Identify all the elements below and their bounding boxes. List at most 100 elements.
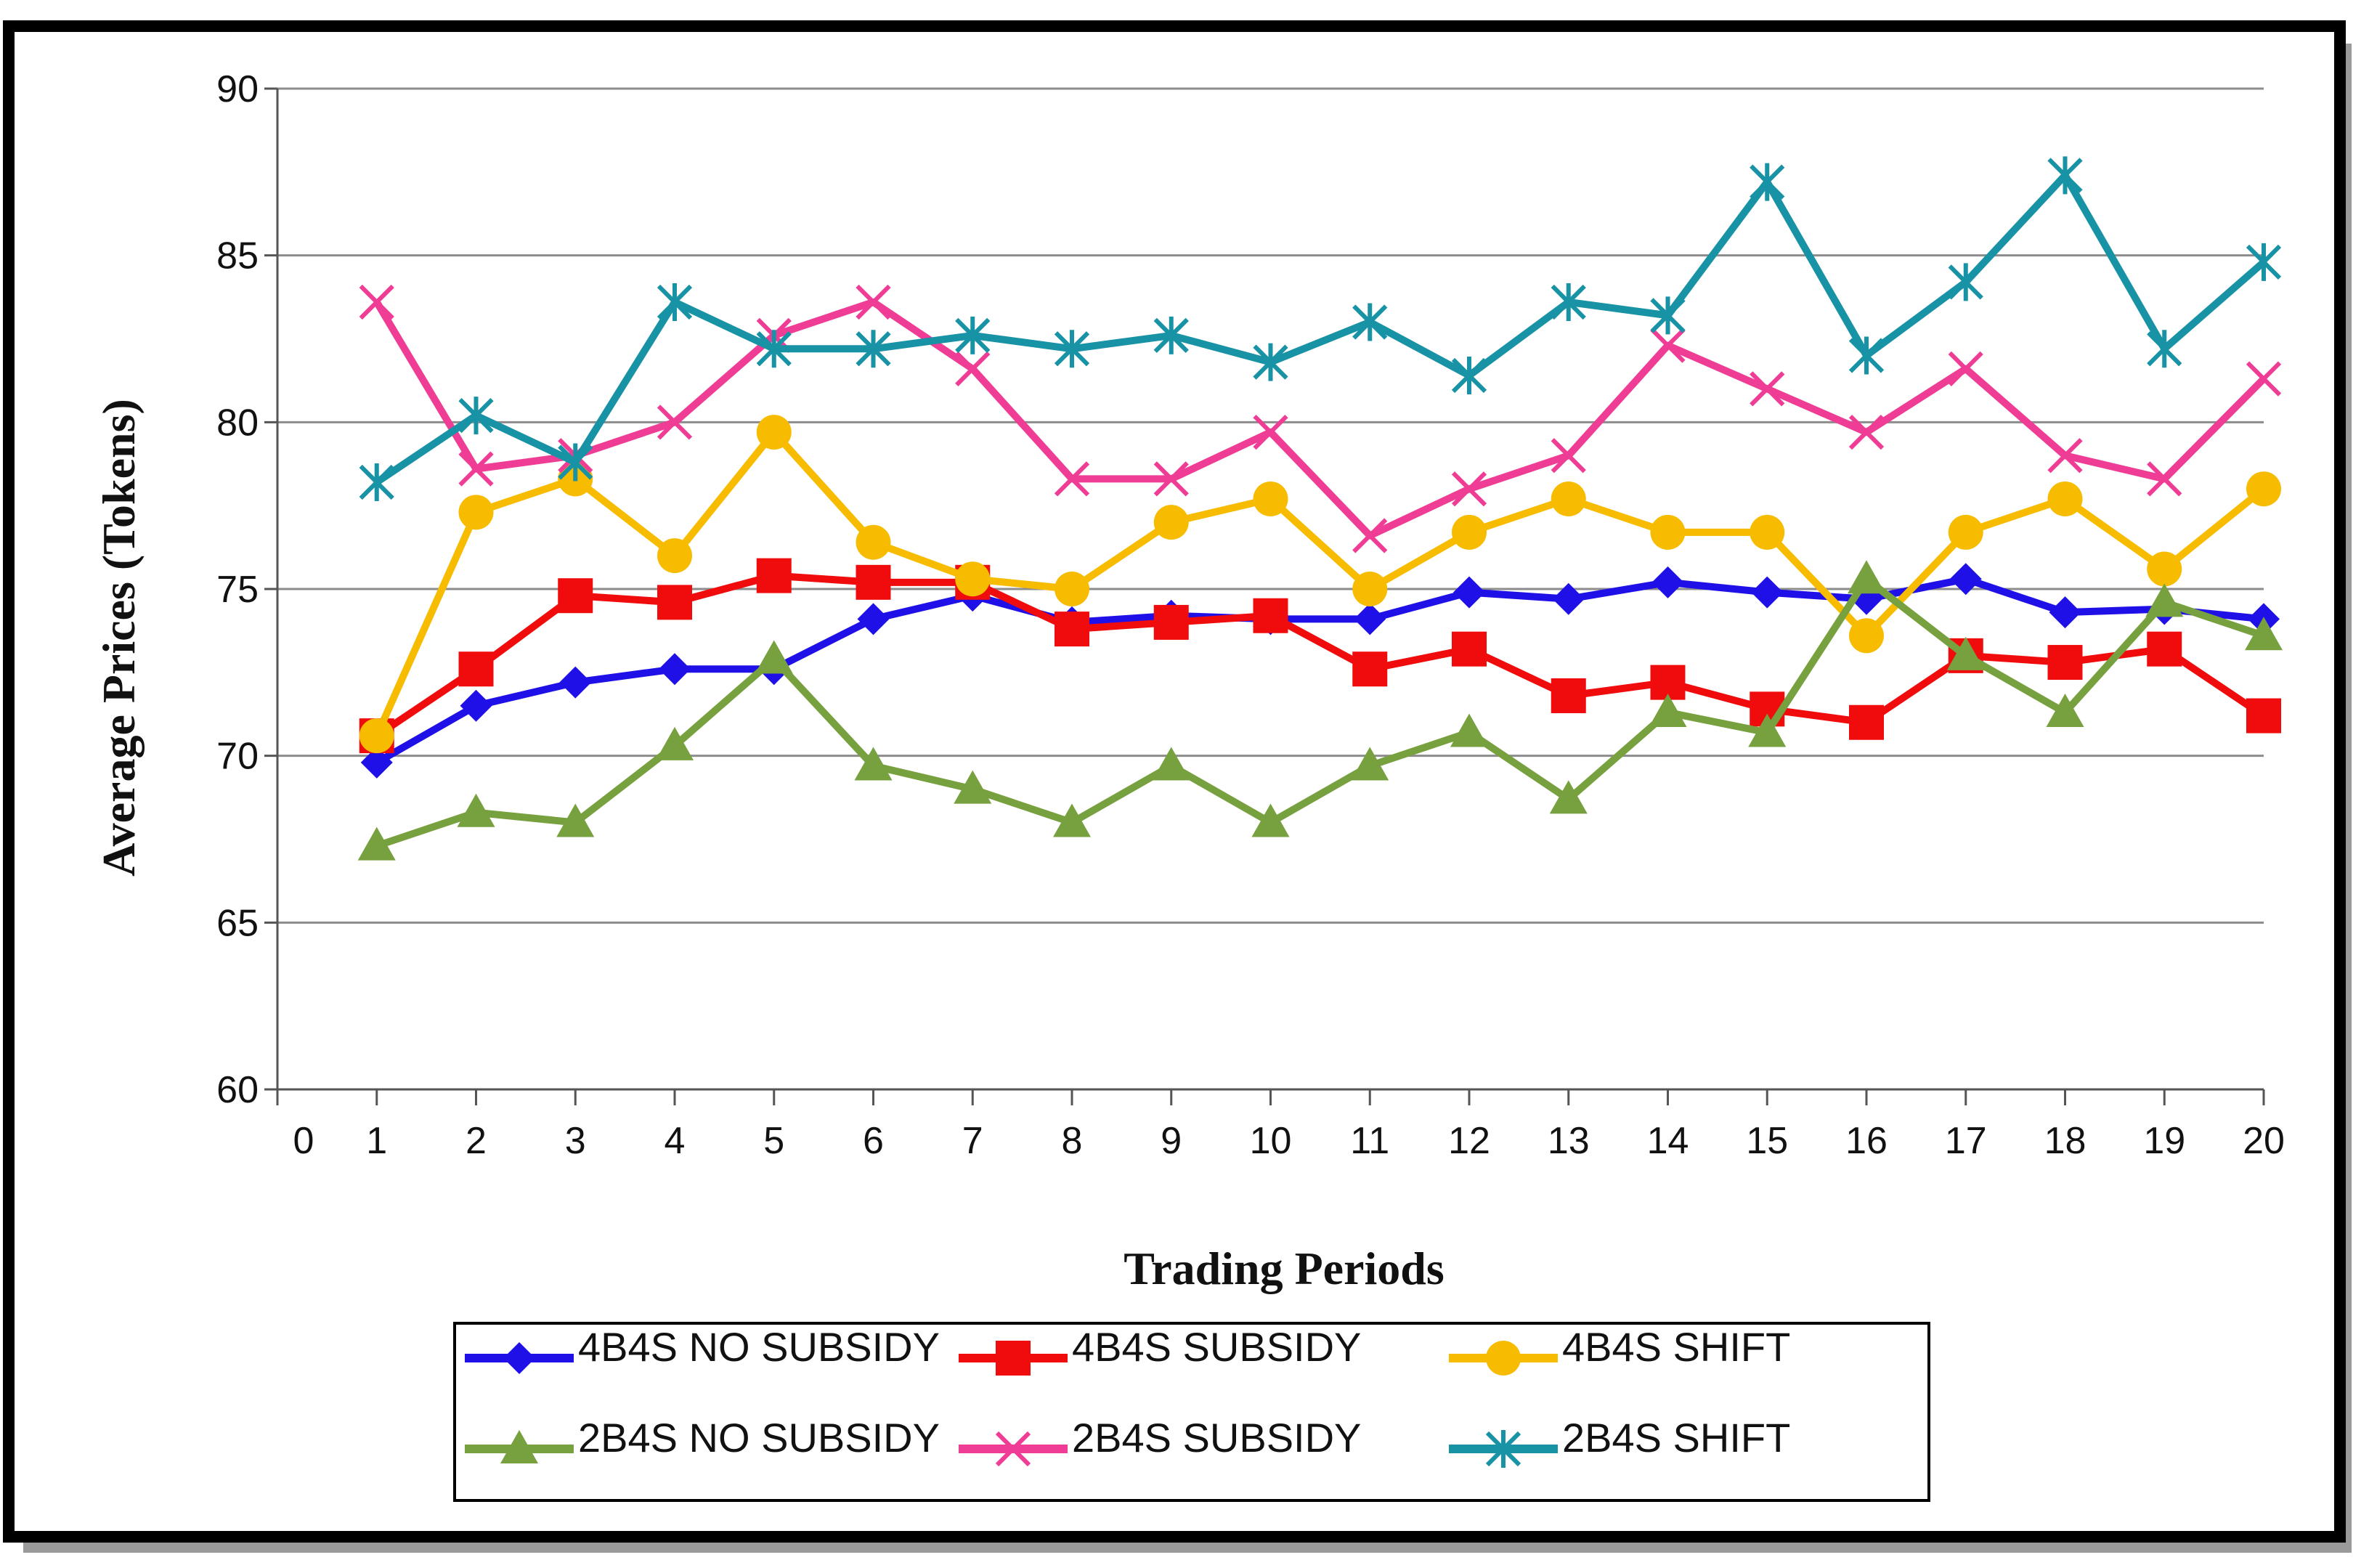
data-point-2b4s-shift-5	[756, 330, 792, 368]
legend-item-4b4s-no-subsidy: 4B4S NO SUBSIDY	[465, 1324, 940, 1374]
series-2b4s-shift	[359, 156, 2282, 502]
legend-label-4b4s-shift: 4B4S SHIFT	[1562, 1324, 1790, 1370]
series-4b4s-shift	[359, 415, 2281, 754]
data-point-2b4s-shift-2	[458, 397, 494, 435]
x-tick-label-19: 19	[2143, 1120, 2185, 1162]
legend-marker-2b4s-no-subsidy	[500, 1430, 538, 1463]
data-point-2b4s-subsidy-12	[1451, 471, 1487, 507]
data-point-4b4s-subsidy-11	[1352, 651, 1388, 687]
legend-marker-4b4s-no-subsidy	[503, 1342, 535, 1374]
y-tick-label-85: 85	[216, 235, 259, 277]
data-point-4b4s-no-subsidy-14	[1651, 566, 1684, 598]
data-point-2b4s-shift-6	[856, 330, 891, 368]
data-point-4b4s-subsidy-16	[1849, 704, 1884, 740]
x-tick-label-20: 20	[2243, 1120, 2285, 1162]
x-tick-label-3: 3	[565, 1120, 586, 1162]
data-point-4b4s-no-subsidy-3	[559, 666, 592, 699]
data-point-2b4s-shift-17	[1948, 263, 1983, 301]
legend: 4B4S NO SUBSIDY 4B4S SUBSIDY 4B4S SHIFT 2B4…	[453, 1322, 1930, 1502]
data-point-4b4s-shift-18	[2047, 481, 2083, 516]
data-point-2b4s-no-subsidy-6	[854, 747, 893, 781]
x-tick-label-9: 9	[1161, 1120, 1182, 1162]
data-point-2b4s-subsidy-7	[955, 351, 991, 386]
legend-marker-2b4s-shift	[1485, 1430, 1521, 1468]
x-tick-label-4: 4	[665, 1120, 686, 1162]
data-point-4b4s-shift-15	[1750, 514, 1785, 550]
data-point-2b4s-shift-11	[1352, 303, 1388, 341]
data-point-4b4s-shift-8	[1055, 572, 1089, 606]
data-point-4b4s-subsidy-2	[458, 651, 494, 687]
data-point-2b4s-no-subsidy-18	[2046, 693, 2084, 727]
data-point-2b4s-subsidy-1	[359, 284, 394, 320]
data-point-2b4s-no-subsidy-15	[1748, 713, 1787, 747]
x-tick-label-17: 17	[1945, 1120, 1987, 1162]
data-point-4b4s-subsidy-8	[1055, 612, 1089, 647]
data-point-2b4s-shift-15	[1750, 163, 1785, 201]
data-point-2b4s-shift-13	[1551, 283, 1586, 321]
data-point-2b4s-shift-12	[1451, 357, 1487, 395]
y-tick-label-60: 60	[216, 1069, 259, 1111]
data-point-4b4s-no-subsidy-6	[857, 603, 890, 635]
data-point-4b4s-subsidy-6	[856, 564, 891, 600]
legend-label-2b4s-shift: 2B4S SHIFT	[1562, 1415, 1790, 1461]
data-point-4b4s-no-subsidy-12	[1453, 576, 1485, 609]
data-point-4b4s-no-subsidy-15	[1751, 576, 1784, 609]
series-line-4b4s-shift	[373, 428, 2267, 738]
data-point-2b4s-subsidy-20	[2246, 361, 2282, 397]
legend-label-2b4s-no-subsidy: 2B4S NO SUBSIDY	[578, 1415, 940, 1461]
data-point-2b4s-no-subsidy-5	[755, 640, 793, 674]
data-point-4b4s-shift-19	[2147, 551, 2182, 587]
data-point-2b4s-shift-1	[359, 463, 394, 502]
x-tick-label-13: 13	[1548, 1120, 1590, 1162]
series-line-4b4s-no-subsidy	[375, 575, 2264, 766]
data-point-4b4s-shift-20	[2246, 471, 2281, 507]
data-point-4b4s-shift-6	[856, 524, 891, 560]
data-point-4b4s-subsidy-13	[1551, 678, 1586, 713]
legend-marker-4b4s-subsidy	[996, 1341, 1031, 1376]
data-point-2b4s-shift-7	[955, 316, 991, 354]
axes	[264, 87, 2265, 1105]
data-point-4b4s-subsidy-4	[657, 585, 692, 620]
data-point-2b4s-subsidy-17	[1948, 351, 1983, 386]
x-tick-label-11: 11	[1350, 1120, 1389, 1162]
legend-label-2b4s-subsidy: 2B4S SUBSIDY	[1072, 1415, 1361, 1461]
data-point-2b4s-shift-3	[558, 443, 593, 482]
data-point-2b4s-no-subsidy-7	[954, 770, 992, 804]
data-point-2b4s-no-subsidy-9	[1152, 747, 1190, 781]
x-tick-label-7: 7	[962, 1120, 983, 1162]
data-point-4b4s-no-subsidy-17	[1949, 563, 1982, 596]
data-point-2b4s-no-subsidy-2	[457, 793, 495, 827]
y-axis-title: Average Prices (Tokens)	[93, 399, 145, 877]
y-tick-label-75: 75	[216, 569, 259, 611]
data-point-2b4s-no-subsidy-8	[1053, 803, 1091, 837]
x-tick-label-16: 16	[1845, 1120, 1888, 1162]
data-point-4b4s-subsidy-18	[2047, 645, 2083, 681]
x-tick-label-8: 8	[1062, 1120, 1083, 1162]
series-line-2b4s-shift	[374, 171, 2267, 486]
data-point-2b4s-no-subsidy-17	[1946, 636, 1985, 670]
legend-item-4b4s-subsidy: 4B4S SUBSIDY	[959, 1324, 1361, 1376]
data-point-2b4s-no-subsidy-16	[1848, 560, 1885, 594]
x-tick-label-2: 2	[466, 1120, 487, 1162]
data-point-4b4s-shift-9	[1153, 505, 1189, 540]
data-point-4b4s-shift-17	[1948, 514, 1983, 550]
data-point-4b4s-no-subsidy-11	[1354, 603, 1386, 635]
data-point-2b4s-shift-18	[2047, 156, 2083, 195]
data-point-4b4s-shift-1	[359, 718, 394, 754]
data-point-4b4s-shift-7	[955, 561, 991, 597]
x-tick-label-10: 10	[1250, 1120, 1292, 1162]
data-point-4b4s-shift-13	[1551, 481, 1586, 516]
data-point-2b4s-subsidy-6	[856, 284, 891, 320]
data-point-4b4s-subsidy-9	[1153, 604, 1189, 640]
data-point-2b4s-subsidy-2	[458, 451, 494, 487]
data-point-2b4s-no-subsidy-20	[2245, 617, 2283, 651]
data-point-2b4s-subsidy-16	[1848, 414, 1885, 450]
y-tick-label-65: 65	[216, 902, 259, 944]
legend-marker-2b4s-subsidy	[995, 1431, 1031, 1467]
data-point-2b4s-subsidy-14	[1650, 328, 1686, 363]
data-point-2b4s-subsidy-13	[1551, 438, 1586, 474]
data-point-4b4s-shift-2	[458, 495, 494, 530]
data-point-2b4s-shift-10	[1253, 343, 1288, 381]
data-point-4b4s-subsidy-10	[1253, 598, 1288, 633]
data-point-2b4s-no-subsidy-19	[2145, 583, 2184, 617]
